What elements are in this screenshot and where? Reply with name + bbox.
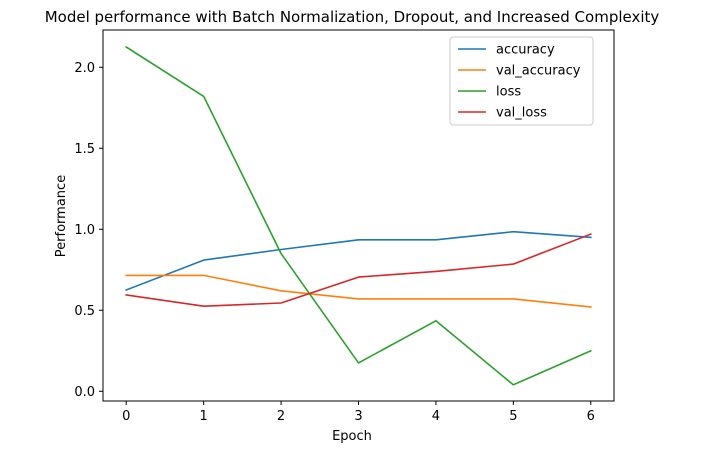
x-axis-ticks: 0 1 2 3 4 5 6 [122, 401, 595, 424]
y-tick-label: 2.0 [74, 61, 95, 76]
series-line-loss [125, 45, 592, 386]
x-tick-label: 0 [122, 409, 130, 424]
x-tick-label: 5 [509, 409, 517, 424]
legend-label-accuracy: accuracy [496, 43, 555, 58]
series-lines [125, 45, 592, 386]
y-axis-ticks: 0.0 0.5 1.0 1.5 2.0 [74, 61, 103, 400]
series-line-val-accuracy [125, 274, 592, 308]
x-tick-label: 4 [432, 409, 440, 424]
legend-box [449, 36, 594, 126]
legend-label-val-loss: val_loss [496, 106, 547, 121]
x-axis-label: Epoch [332, 429, 372, 444]
legend-label-loss: loss [496, 85, 521, 100]
chart-title: Model performance with Batch Normalizati… [45, 8, 660, 26]
x-tick-label: 3 [354, 409, 362, 424]
y-tick-label: 0.5 [74, 304, 95, 319]
y-tick-label: 1.5 [74, 142, 95, 157]
series-line-accuracy [125, 230, 592, 292]
series-line-val-loss [125, 233, 592, 308]
y-axis-label: Performance [54, 175, 69, 257]
x-tick-label: 1 [200, 409, 208, 424]
x-tick-label: 2 [277, 409, 285, 424]
y-tick-label: 1.0 [74, 223, 95, 238]
y-tick-label: 0.0 [74, 385, 95, 400]
legend-label-val-accuracy: val_accuracy [496, 64, 581, 79]
x-tick-label: 6 [587, 409, 595, 424]
